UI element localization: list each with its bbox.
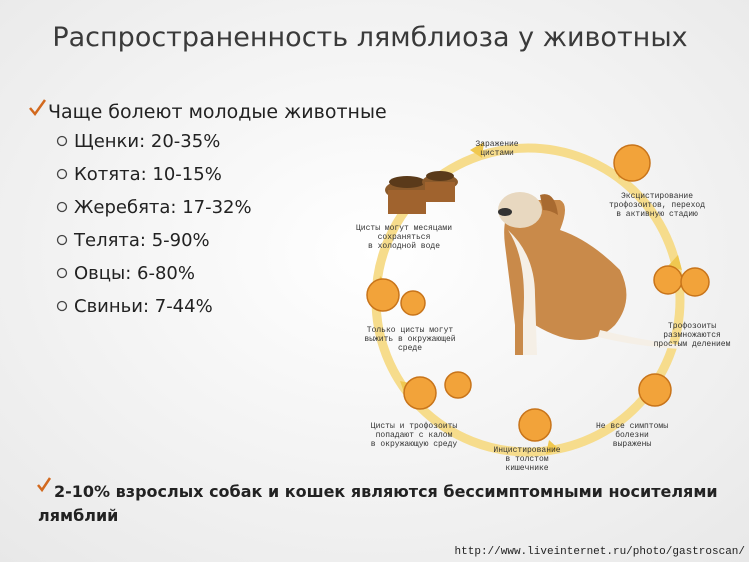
diagram-label: Трофозоиты	[668, 322, 716, 331]
watermark: http://www.liveinternet.ru/photo/gastros…	[455, 546, 745, 558]
diagram-label: размножаются	[663, 331, 721, 340]
item-marker	[56, 300, 68, 312]
diagram-label: попадают с калом	[376, 431, 453, 440]
item: Телята: 5-90%	[73, 230, 210, 251]
item: Котята: 10-15%	[74, 164, 222, 185]
diagram-label: среде	[398, 344, 422, 353]
bowls	[385, 171, 458, 214]
diagram-label: Не все симптомы	[596, 422, 668, 431]
diagram-label: в холодной воде	[368, 242, 440, 251]
diagram-label: болезни	[615, 431, 649, 440]
diagram-label: кишечнике	[505, 464, 548, 473]
diagram-label: цистами	[480, 149, 514, 158]
check-icon	[29, 99, 47, 117]
item-marker	[56, 267, 68, 279]
item-marker	[56, 234, 68, 246]
dog	[498, 192, 680, 355]
item: Щенки: 20-35%	[74, 131, 220, 152]
diagram-label: выражены	[613, 440, 652, 449]
item: Жеребята: 17-32%	[74, 197, 252, 218]
parasite-icons	[366, 144, 710, 442]
item: Овцы: 6-80%	[74, 263, 195, 284]
diagram-label: в активную стадию	[616, 210, 698, 219]
diagram-label: сохраняться	[378, 233, 431, 242]
item-marker	[56, 168, 68, 180]
footer-text: лямблий	[38, 506, 118, 525]
diagram-label: выжить в окружающей	[364, 335, 455, 344]
diagram-label: в окружающую среду	[371, 440, 458, 449]
item: Свиньи: 7-44%	[74, 296, 213, 317]
diagram-label: Только цисты могут	[367, 326, 454, 335]
diagram-label: в толстом	[505, 455, 548, 464]
diagram-label: Эксцистирование	[621, 192, 693, 201]
item-list: Щенки: 20-35% Котята: 10-15% Жеребята: 17-…	[56, 131, 252, 317]
main-point: Чаще болеют молодые животные	[48, 101, 387, 123]
diagram-label: простым делением	[654, 340, 731, 349]
diagram-label: Заражение	[475, 140, 518, 149]
footer-text: 2-10% взрослых собак и кошек являются бе…	[54, 482, 718, 501]
diagram-label: Цисты могут месяцами	[356, 224, 452, 233]
item-marker	[56, 135, 68, 147]
diagram-label: трофозоитов, переход	[609, 201, 705, 210]
title: Распространенность лямблиоза у животных	[52, 22, 687, 53]
diagram-label: Цисты и трофозоиты	[371, 422, 458, 431]
check-icon	[37, 477, 52, 493]
item-marker	[56, 201, 68, 213]
footer: 2-10% взрослых собак и кошек являются бе…	[38, 482, 718, 525]
diagram-label: Инцистирование	[493, 446, 560, 455]
